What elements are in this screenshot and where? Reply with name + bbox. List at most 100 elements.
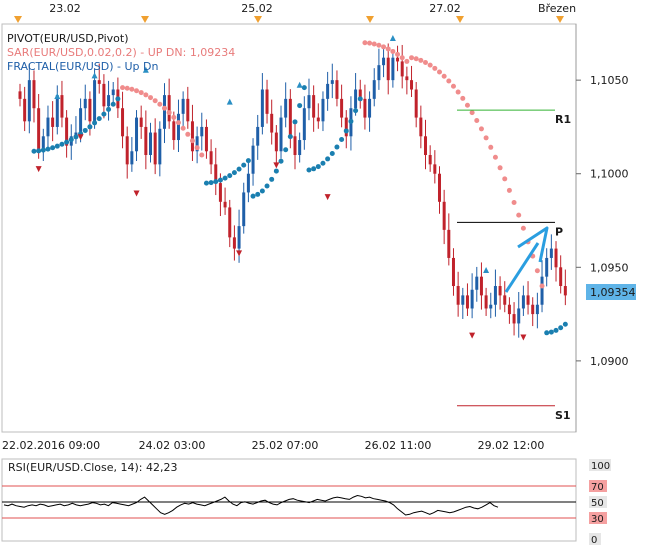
sar-dot <box>371 41 377 47</box>
candle-body <box>270 113 274 133</box>
top-date-label: 25.02 <box>241 2 273 15</box>
sar-dot <box>492 154 498 160</box>
candle-body <box>559 267 563 287</box>
sar-dot <box>520 225 526 231</box>
candle-body <box>535 304 539 315</box>
candle-body <box>293 136 297 156</box>
candle-body <box>377 65 381 81</box>
sar-dot <box>73 134 79 140</box>
sar-dot <box>129 86 135 92</box>
candle-body <box>167 95 171 122</box>
sar-dot <box>175 120 181 126</box>
sar-dot <box>432 65 438 71</box>
sar-dot <box>339 137 345 143</box>
candle-body <box>368 98 372 118</box>
sar-dot <box>31 148 37 154</box>
sar-dot <box>399 55 405 61</box>
fractal-up-marker <box>389 34 396 41</box>
candle-body <box>437 173 441 202</box>
candle-body <box>549 248 553 258</box>
sar-dot <box>92 120 98 126</box>
candle-body <box>330 80 334 84</box>
sar-dot <box>166 110 172 116</box>
fractal-down-marker <box>324 194 331 201</box>
candle-body <box>232 237 236 249</box>
sar-dot <box>189 138 195 144</box>
sar-dot <box>315 164 321 170</box>
r1-label: R1 <box>555 113 571 126</box>
candle-body <box>153 132 157 165</box>
sar-dot <box>231 170 237 176</box>
sar-dot <box>45 146 51 152</box>
candle-body <box>93 80 97 122</box>
sar-dot <box>217 177 223 183</box>
top-date-label: 27.02 <box>429 2 461 15</box>
candle-body <box>484 295 488 309</box>
trend-arrow-shaft <box>504 242 540 293</box>
sar-dot <box>143 92 149 98</box>
sar-dot <box>353 108 359 114</box>
sar-dot <box>115 96 121 102</box>
sar-dot <box>64 139 70 145</box>
sar-dot <box>483 135 489 141</box>
candle-body <box>204 126 208 152</box>
sar-dot <box>562 321 568 327</box>
candle-body <box>251 145 255 174</box>
candle-body <box>209 151 213 165</box>
sar-dot <box>558 325 564 331</box>
sar-dot <box>292 119 298 125</box>
candle-body <box>340 98 344 118</box>
candle-body <box>489 304 493 309</box>
candle-body <box>428 155 432 165</box>
candle-body <box>18 91 22 99</box>
candle-body <box>335 80 339 99</box>
sar-dot <box>539 283 545 289</box>
sar-dot <box>404 58 410 64</box>
sar-dot <box>409 55 415 61</box>
candle-body <box>475 276 479 290</box>
candle-body <box>121 108 125 137</box>
sar-dot <box>227 173 233 179</box>
top-date-label: Březen <box>538 2 576 15</box>
candle-body <box>479 276 483 296</box>
candle-body <box>60 95 64 118</box>
sar-dot <box>110 101 116 107</box>
candle-body <box>181 98 185 114</box>
candle-body <box>344 117 348 137</box>
sar-dot <box>236 166 242 172</box>
session-marker <box>141 16 149 23</box>
sar-dot <box>362 40 368 46</box>
rsi-tick-0-bg <box>589 533 601 545</box>
candle-body <box>195 136 199 152</box>
sar-dot <box>101 111 107 117</box>
candle-body <box>498 286 502 296</box>
sar-dot <box>441 73 447 79</box>
sar-dot <box>194 145 200 151</box>
fractal-up-marker <box>483 267 490 274</box>
fractal-down-marker <box>77 134 84 141</box>
candle-body <box>200 126 204 137</box>
candle-body <box>27 80 31 122</box>
session-marker <box>366 16 374 23</box>
candle-body <box>288 98 292 137</box>
candle-body <box>237 226 241 249</box>
x-tick-label: 25.02 07:00 <box>252 439 319 452</box>
sar-dot <box>367 40 373 46</box>
sar-dot <box>87 124 93 130</box>
sar-dot <box>40 147 46 153</box>
fractal-down-marker <box>273 162 280 169</box>
session-markers <box>14 16 564 23</box>
sar-dot <box>534 268 540 274</box>
legend-pivot: PIVOT(EUR/USD,Pivot) <box>7 32 129 45</box>
candle-body <box>149 132 153 156</box>
sar-dot <box>171 114 177 120</box>
sar-dot <box>436 69 442 75</box>
fractal-up-marker <box>91 72 98 79</box>
x-tick-label: 29.02 12:00 <box>478 439 545 452</box>
candle-body <box>130 151 134 165</box>
rsi-tick-100-bg <box>589 459 611 471</box>
candle-body <box>79 108 83 133</box>
sar-dot <box>455 89 461 95</box>
candle-body <box>102 83 106 107</box>
candle-body <box>37 108 41 152</box>
